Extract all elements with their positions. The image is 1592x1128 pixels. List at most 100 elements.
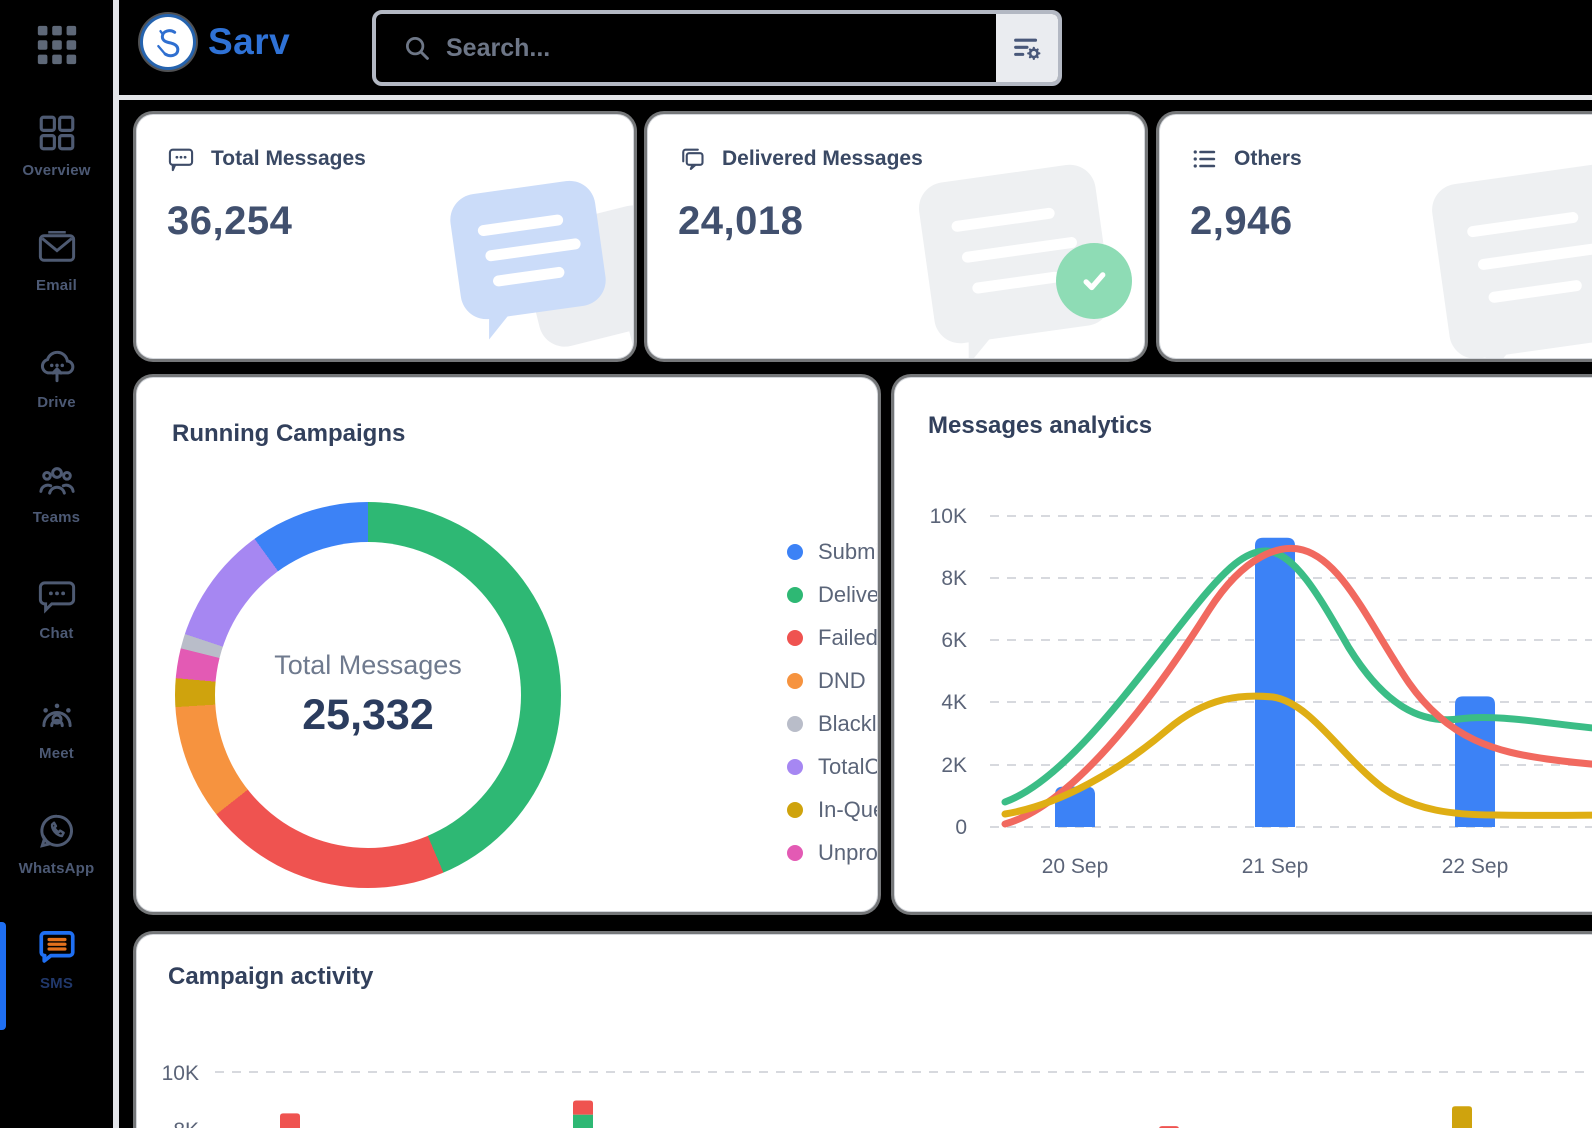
legend-item-blacklisted[interactable]: Blacklisted xyxy=(787,702,877,745)
legend-label: In-Queue xyxy=(818,796,877,822)
sms-bubble-icon xyxy=(38,931,75,963)
stat-card-others: Others 2,946 xyxy=(1160,115,1592,358)
section-title: Campaign activity xyxy=(168,963,374,990)
donut-center: Total Messages 25,332 xyxy=(215,542,521,848)
campaign-activity-card: Campaign activity 10K 8K xyxy=(137,935,1592,1128)
chat-dots-icon xyxy=(168,148,194,172)
stat-value: 36,254 xyxy=(167,199,293,243)
donut-center-label: Total Messages xyxy=(274,650,462,680)
donut-center-value: 25,332 xyxy=(302,691,434,739)
legend-item-failed[interactable]: Failed xyxy=(787,616,877,659)
sidebar-item-chat[interactable]: Chat xyxy=(0,575,113,642)
meet-icon xyxy=(41,703,72,728)
stacked-bar-segment-in-queue xyxy=(1452,1106,1472,1128)
list-icon xyxy=(1193,150,1216,168)
stat-label: Delivered Messages xyxy=(722,147,923,170)
stat-value: 2,946 xyxy=(1190,199,1293,243)
section-title: Running Campaigns xyxy=(172,420,406,447)
sidebar-item-overview[interactable]: Overview xyxy=(0,112,113,179)
bar-21-sep xyxy=(1255,537,1295,827)
overview-grid-icon xyxy=(39,115,74,151)
chat-bubble-icon xyxy=(38,581,75,614)
sidebar-item-whatsapp[interactable]: WhatsApp xyxy=(0,810,113,877)
legend-item-unprocessed[interactable]: Unprocessed xyxy=(787,831,877,874)
bar-22-sep xyxy=(1455,696,1495,827)
messages-analytics-chart: 10K 8K 6K 4K 2K 0 20 Sep 21 Sep 22 Sep xyxy=(930,505,1592,878)
decorative-chat-bubble xyxy=(1428,159,1592,358)
sidebar-divider xyxy=(113,0,119,1128)
brand-name: Sarv xyxy=(208,21,291,62)
decorative-chat-bubble xyxy=(446,177,610,340)
red-line-series xyxy=(1001,544,1592,828)
email-icon xyxy=(38,231,75,262)
search-field-area xyxy=(376,14,996,82)
y-tick-label: 8K xyxy=(941,567,967,590)
search-input[interactable] xyxy=(446,33,996,63)
stat-card-delivered-messages: Delivered Messages 24,018 xyxy=(648,115,1144,358)
sidebar-item-drive[interactable]: Drive xyxy=(0,344,113,411)
messages-analytics-card: Messages analytics 10K 8K 6K 4K 2K 0 20 Sep 21… xyxy=(895,378,1592,911)
legend-item-totalcontacts[interactable]: TotalContacts xyxy=(787,745,877,788)
y-tick-label: 6K xyxy=(941,629,967,652)
legend-label: TotalContacts xyxy=(818,753,877,779)
legend-dot xyxy=(787,844,803,861)
legend-dot xyxy=(787,801,803,818)
legend-dot xyxy=(787,543,803,560)
sarv-swirl-icon xyxy=(157,29,180,58)
sidebar-item-email[interactable]: Email xyxy=(0,227,113,294)
apps-menu-button[interactable] xyxy=(0,22,113,68)
double-bubble-icon xyxy=(682,148,704,170)
sidebar-item-label: SMS xyxy=(39,975,74,992)
sidebar: Overview Email Drive Teams Chat Meet WhatsApp S… xyxy=(0,0,113,1128)
drive-cloud-icon xyxy=(40,350,74,383)
legend-label: Unprocessed xyxy=(818,839,877,865)
sidebar-item-label: Meet xyxy=(39,745,74,762)
legend-dot xyxy=(787,672,803,689)
legend-label: Delivered xyxy=(818,581,877,607)
sidebar-item-teams[interactable]: Teams xyxy=(0,459,113,526)
y-tick-label: 2K xyxy=(941,754,967,777)
sidebar-item-meet[interactable]: Meet xyxy=(0,695,113,762)
check-icon xyxy=(1083,272,1106,291)
y-tick-label: 4K xyxy=(941,691,967,714)
sidebar-item-label: Chat xyxy=(39,625,74,642)
y-tick-label-partial: 8K xyxy=(173,1119,199,1128)
legend-item-in-queue[interactable]: In-Queue xyxy=(787,788,877,831)
legend-item-delivered[interactable]: Delivered xyxy=(787,573,877,616)
active-item-indicator xyxy=(0,922,6,1030)
global-search xyxy=(372,10,1062,86)
stat-label: Total Messages xyxy=(211,147,366,170)
sidebar-item-sms[interactable]: SMS xyxy=(0,925,113,992)
stacked-bar-segment-failed xyxy=(573,1100,593,1115)
teams-people-icon xyxy=(38,467,75,495)
campaigns-donut-chart: Total Messages 25,332 xyxy=(175,502,561,888)
section-title: Messages analytics xyxy=(928,412,1153,439)
legend-label: Failed xyxy=(818,624,877,650)
sidebar-item-label: Drive xyxy=(37,394,76,411)
stat-value: 24,018 xyxy=(678,199,804,243)
legend-item-dnd[interactable]: DND xyxy=(787,659,877,702)
x-tick-label: 22 Sep xyxy=(1442,855,1509,878)
legend-label: DND xyxy=(818,667,866,693)
stacked-bar-segment-delivered xyxy=(573,1114,593,1128)
search-icon xyxy=(406,37,429,60)
brand-logo[interactable]: Sarv xyxy=(140,14,290,70)
legend-item-submitted[interactable]: Submitted xyxy=(787,530,877,573)
stacked-bar-segment-failed xyxy=(280,1113,300,1128)
stat-label: Others xyxy=(1234,147,1302,170)
logo-mark xyxy=(140,14,196,70)
campaign-activity-chart: 10K 8K xyxy=(162,1062,1592,1128)
x-tick-label: 21 Sep xyxy=(1242,855,1309,878)
sidebar-item-label: Email xyxy=(35,277,78,294)
apps-grid-icon xyxy=(37,25,76,65)
search-filter-button[interactable] xyxy=(996,14,1058,82)
sidebar-item-label: WhatsApp xyxy=(18,860,95,877)
legend-dot xyxy=(787,586,803,603)
y-tick-label: 0 xyxy=(955,816,967,839)
stat-card-total-messages: Total Messages 36,254 xyxy=(137,115,633,358)
legend-dot xyxy=(787,758,803,775)
y-tick-label: 10K xyxy=(930,505,967,528)
running-campaigns-card: Running Campaigns Total Messages 25,332 … xyxy=(137,378,877,911)
sidebar-item-label: Teams xyxy=(32,509,81,526)
